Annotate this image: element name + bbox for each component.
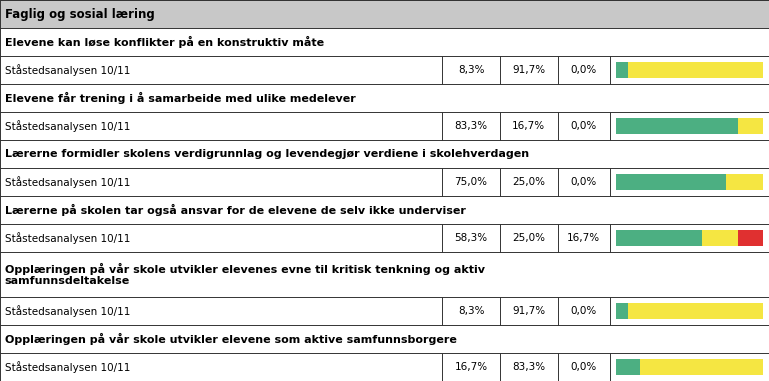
Text: Opplæringen på vår skole utvikler elevenes evne til kritisk tenkning og aktiv
sa: Opplæringen på vår skole utvikler eleven… [5, 263, 484, 287]
Bar [0, 353, 442, 381]
Bar [610, 224, 769, 252]
Text: Ståstedsanalysen 10/11: Ståstedsanalysen 10/11 [5, 361, 130, 373]
Bar [641, 359, 763, 375]
Bar [0, 56, 442, 84]
Text: 0,0%: 0,0% [571, 121, 597, 131]
Text: 0,0%: 0,0% [571, 65, 597, 75]
Bar [0, 84, 769, 112]
Bar [0, 28, 769, 56]
Bar [0, 168, 442, 196]
Bar [558, 56, 610, 84]
Text: 91,7%: 91,7% [512, 65, 545, 75]
Text: Ståstedsanalysen 10/11: Ståstedsanalysen 10/11 [5, 176, 130, 188]
Bar [0, 0, 769, 28]
Text: 8,3%: 8,3% [458, 306, 484, 316]
Text: Faglig og sosial læring: Faglig og sosial læring [5, 8, 155, 21]
Text: Elevene får trening i å samarbeide med ulike medelever: Elevene får trening i å samarbeide med u… [5, 92, 355, 104]
Bar [442, 168, 500, 196]
Text: 83,3%: 83,3% [454, 121, 488, 131]
Bar [558, 224, 610, 252]
Bar [616, 230, 701, 246]
Bar [610, 353, 769, 381]
Text: 75,0%: 75,0% [454, 177, 488, 187]
Bar [616, 62, 628, 78]
Bar [442, 353, 500, 381]
Bar [500, 112, 558, 140]
Bar [0, 297, 442, 325]
Text: 16,7%: 16,7% [454, 362, 488, 372]
Bar [738, 230, 763, 246]
Text: 8,3%: 8,3% [458, 65, 484, 75]
Bar [738, 118, 763, 134]
Text: 16,7%: 16,7% [567, 233, 601, 243]
Text: 0,0%: 0,0% [571, 177, 597, 187]
Text: Lærerne formidler skolens verdigrunnlag og levendegjør verdiene i skolehverdagen: Lærerne formidler skolens verdigrunnlag … [5, 149, 529, 159]
Bar [500, 168, 558, 196]
Text: Lærerne på skolen tar også ansvar for de elevene de selv ikke underviser: Lærerne på skolen tar også ansvar for de… [5, 204, 465, 216]
Bar [610, 56, 769, 84]
Text: 91,7%: 91,7% [512, 306, 545, 316]
Bar [628, 303, 763, 319]
Bar [442, 56, 500, 84]
Bar [616, 303, 628, 319]
Bar [610, 297, 769, 325]
Text: Ståstedsanalysen 10/11: Ståstedsanalysen 10/11 [5, 120, 130, 132]
Bar [701, 230, 738, 246]
Text: 25,0%: 25,0% [512, 177, 545, 187]
Text: 25,0%: 25,0% [512, 233, 545, 243]
Bar [628, 62, 763, 78]
Text: 83,3%: 83,3% [512, 362, 545, 372]
Bar [558, 112, 610, 140]
Bar [610, 168, 769, 196]
Bar [0, 325, 769, 353]
Bar [500, 297, 558, 325]
Bar [558, 168, 610, 196]
Bar [442, 224, 500, 252]
Bar [558, 353, 610, 381]
Bar [442, 297, 500, 325]
Text: 0,0%: 0,0% [571, 362, 597, 372]
Text: Ståstedsanalysen 10/11: Ståstedsanalysen 10/11 [5, 64, 130, 76]
Text: Opplæringen på vår skole utvikler elevene som aktive samfunnsborgere: Opplæringen på vår skole utvikler eleven… [5, 333, 457, 345]
Bar [0, 196, 769, 224]
Text: Ståstedsanalysen 10/11: Ståstedsanalysen 10/11 [5, 305, 130, 317]
Bar [0, 112, 442, 140]
Bar [726, 174, 763, 190]
Text: 58,3%: 58,3% [454, 233, 488, 243]
Bar [616, 359, 641, 375]
Text: Ståstedsanalysen 10/11: Ståstedsanalysen 10/11 [5, 232, 130, 244]
Bar [558, 297, 610, 325]
Bar [0, 224, 442, 252]
Text: 16,7%: 16,7% [512, 121, 545, 131]
Bar [500, 224, 558, 252]
Text: Elevene kan løse konflikter på en konstruktiv måte: Elevene kan løse konflikter på en konstr… [5, 36, 324, 48]
Bar [616, 118, 738, 134]
Text: 0,0%: 0,0% [571, 306, 597, 316]
Bar [500, 353, 558, 381]
Bar [442, 112, 500, 140]
Bar [616, 174, 726, 190]
Bar [500, 56, 558, 84]
Bar [0, 140, 769, 168]
Bar [0, 252, 769, 297]
Bar [610, 112, 769, 140]
